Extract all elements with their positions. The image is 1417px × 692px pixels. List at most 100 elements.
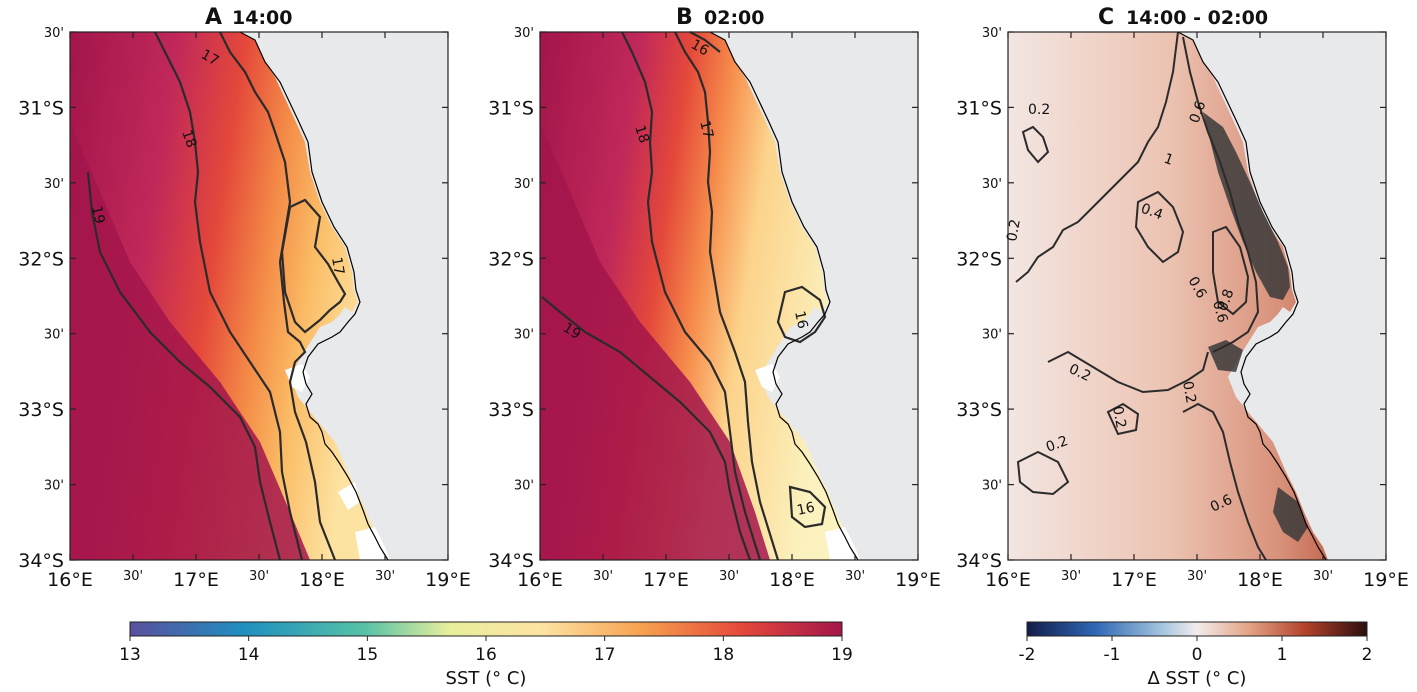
ocean-delta-field (1008, 32, 1328, 560)
contour-label: 18 (178, 128, 199, 150)
contour-17 (674, 31, 780, 561)
panel-b-map: 16 17 18 19 16 16 (539, 31, 919, 561)
contour-label: 0.4 (1139, 201, 1165, 224)
colorbar-tick-label: 15 (357, 645, 379, 665)
contour-label: 17 (198, 47, 221, 70)
sst-colorbar-ramp (129, 621, 843, 637)
contour-19 (541, 296, 752, 561)
panel-b-time: 02:00 (704, 7, 764, 29)
latitude-minor-label: 30' (982, 328, 1002, 343)
latitude-minor-label: 30' (44, 479, 64, 494)
latitude-minor-label: 30' (514, 177, 534, 192)
latitude-label: 32°S (488, 248, 534, 270)
latitude-label: 31°S (18, 97, 64, 119)
delta-colorbar: -2 -1 0 1 2 Δ SST (° C) (1019, 621, 1373, 689)
contour-label: 17 (328, 256, 347, 276)
colorbar-tick-label: 13 (119, 645, 141, 665)
contour-0.2-e (1106, 402, 1140, 436)
contour-16-top (689, 31, 721, 53)
contour-17-outer (219, 31, 337, 561)
longitude-label: 16°E (517, 569, 563, 591)
data-gap (825, 527, 860, 560)
colorbar-tick-label: 14 (238, 645, 260, 665)
panel-c-map: 0.2 0.4 0.6 0.8 0.2 0.2 0.6 0.6 1 0.2 0.… (1004, 31, 1387, 561)
coastal-warm-band (1203, 112, 1290, 300)
contour-label: 16 (796, 500, 817, 519)
delta-colorbar-ramp (1026, 621, 1368, 637)
latitude-minor-label: 30' (514, 479, 534, 494)
panel-a-letter: A (205, 5, 222, 30)
panel-a-map: 17 18 19 17 (69, 31, 449, 561)
longitude-label: 18°E (299, 569, 345, 591)
contour-label: 16 (791, 310, 810, 331)
contour-label: 0.2 (1044, 433, 1070, 456)
longitude-label: 18°E (769, 569, 815, 591)
coastal-warm-band (1208, 340, 1243, 372)
longitude-minor-label: 30' (593, 569, 613, 584)
panel-a-time: 14:00 (232, 7, 292, 29)
coastline (709, 31, 859, 561)
colorbar-tick-label: 19 (831, 645, 853, 665)
longitude-minor-label: 30' (845, 569, 865, 584)
contour-0.2-d (1016, 450, 1070, 496)
contour-label: 17 (696, 119, 716, 140)
contour-18 (154, 31, 304, 561)
colorbar-tick-label: -1 (1104, 645, 1121, 665)
panel-titles: A 14:00 B 02:00 C 14:00 - 02:00 (205, 5, 1268, 30)
latitude-minor-label: 30' (982, 177, 1002, 192)
colorbar-tick-label: 1 (1277, 645, 1288, 665)
latitude-label: 33°S (488, 399, 534, 421)
panel-b-letter: B (676, 5, 693, 30)
longitude-minor-label: 30' (1061, 569, 1081, 584)
contour-0.6 (1182, 36, 1260, 353)
axis-labels: 30'31°S30'32°S30'33°S30'34°S16°E 30' 17°E 3… (18, 26, 1409, 591)
latitude-minor-label: 30' (514, 26, 534, 41)
contour-19 (86, 171, 282, 561)
contour-label: 0.8 (1215, 287, 1238, 313)
longitude-minor-label: 30' (375, 569, 395, 584)
latitude-minor-label: 30' (514, 328, 534, 343)
contour-0.8 (1212, 225, 1250, 316)
coastline (1177, 31, 1327, 561)
contour-0.4 (1134, 190, 1185, 264)
latitude-label: 34°S (18, 550, 64, 572)
latitude-minor-label: 30' (44, 328, 64, 343)
contour-label: 0.2 (1028, 102, 1050, 118)
latitude-label: 33°S (18, 399, 64, 421)
contour-0.2 (1015, 31, 1179, 283)
contour-label: 19 (88, 205, 107, 226)
panel-c-letter: C (1098, 5, 1114, 30)
sst-colorbar: 13 14 15 16 17 18 19 SST (° C) (119, 621, 853, 689)
warm-zone (540, 122, 770, 560)
colorbar-tick-label: 17 (594, 645, 616, 665)
sst-colorbar-label: SST (° C) (446, 668, 527, 689)
contour-label: 0.2 (1004, 218, 1024, 243)
contour-17-inner (280, 198, 347, 334)
longitude-label: 17°E (1111, 569, 1157, 591)
longitude-minor-label: 30' (1313, 569, 1333, 584)
latitude-label: 32°S (956, 248, 1002, 270)
longitude-label: 17°E (643, 569, 689, 591)
latitude-minor-label: 30' (44, 177, 64, 192)
contour-label: 18 (631, 123, 652, 145)
contour-label: 16 (688, 37, 712, 60)
latitude-label: 31°S (488, 97, 534, 119)
latitude-label: 32°S (18, 248, 64, 270)
longitude-label: 19°E (895, 569, 941, 591)
contour-18 (621, 31, 762, 561)
longitude-label: 17°E (173, 569, 219, 591)
contour-label: 0.6 (1209, 299, 1230, 325)
latitude-label: 33°S (956, 399, 1002, 421)
data-gap (355, 527, 390, 560)
colorbar-tick-label: 18 (713, 645, 735, 665)
longitude-label: 16°E (985, 569, 1031, 591)
longitude-label: 18°E (1237, 569, 1283, 591)
latitude-label: 34°S (488, 550, 534, 572)
colorbar-tick-label: -2 (1019, 645, 1036, 665)
contour-16-low (788, 485, 827, 529)
contour-label: 0.6 (1187, 99, 1210, 125)
latitude-label: 34°S (956, 550, 1002, 572)
contour-0.2-b (1047, 350, 1209, 394)
contour-16-mid (776, 285, 827, 344)
colorbar-tick-label: 2 (1362, 645, 1373, 665)
